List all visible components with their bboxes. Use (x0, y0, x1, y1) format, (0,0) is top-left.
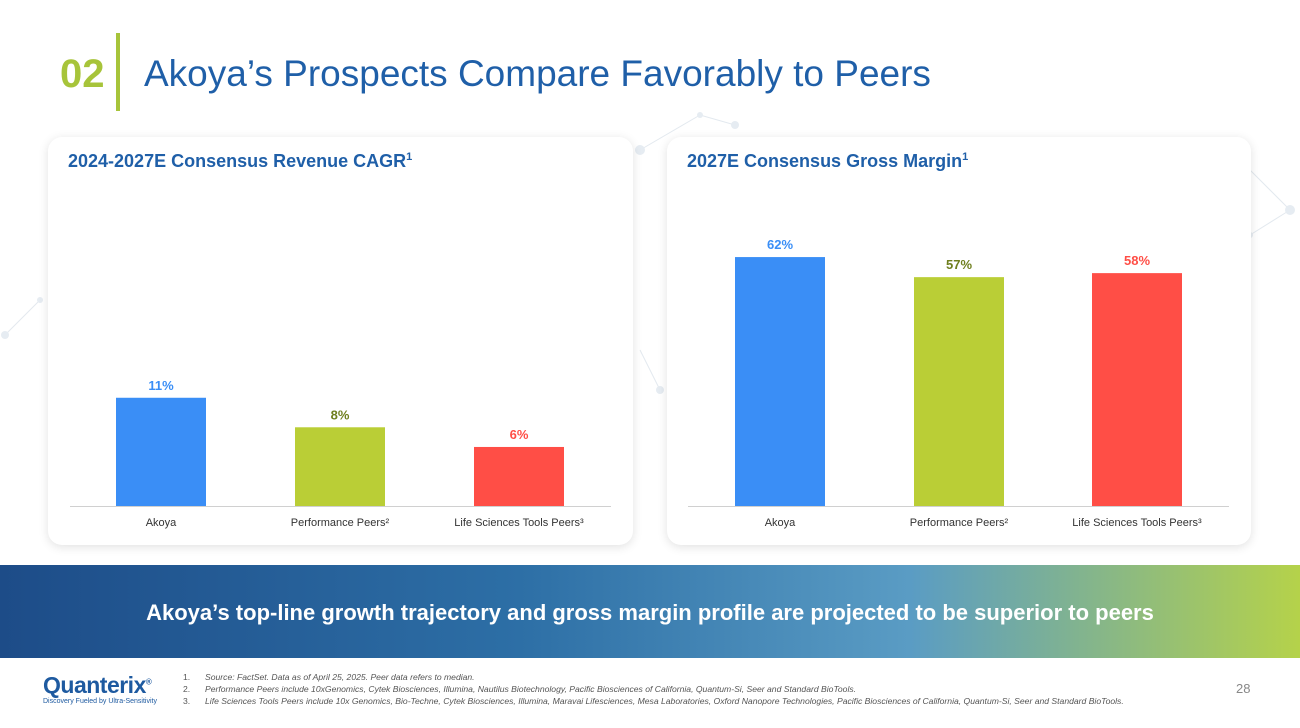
gross-margin-card: 2027E Consensus Gross Margin1 62% Akoya 57… (667, 137, 1251, 545)
page-number: 28 (1236, 681, 1251, 696)
footnote: 2. Performance Peers include 10xGenomics,… (183, 683, 1183, 695)
revenue-cagr-data-label-2: 8% (331, 407, 350, 422)
gross-margin-bar-2 (914, 277, 1004, 506)
gross-margin-data-label-2: 57% (946, 257, 972, 272)
gross-margin-category-label-1: Akoya (765, 517, 796, 529)
gross-margin-chart: 62% Akoya 57% Performance Peers² 58% Life Sci… (688, 237, 1229, 529)
revenue-cagr-category-label-3: Life Sciences Tools Peers³ (454, 517, 584, 529)
logo-tagline: Discovery Fueled by Ultra-Sensitivity (43, 698, 157, 705)
gross-margin-chart-title: 2027E Consensus Gross Margin1 (687, 151, 968, 172)
gross-margin-title-text: 2027E Consensus Gross Margin (687, 151, 963, 171)
page-title: Akoya’s Prospects Compare Favorably to P… (144, 53, 931, 94)
quanterix-logo: Quanterix® (43, 672, 152, 699)
footnotes: 1. Source: FactSet. Data as of April 25, … (183, 671, 1183, 707)
footnote-text: Source: FactSet. Data as of April 25, 20… (205, 672, 475, 682)
revenue-cagr-bar-1 (116, 397, 206, 506)
section-number: 02 (60, 52, 105, 96)
footnote-number: 2. (183, 684, 191, 694)
gross-margin-title-footnote: 1 (962, 151, 969, 163)
revenue-cagr-title-text: 2024-2027E Consensus Revenue CAGR (68, 151, 407, 171)
logo-name: Quanterix (43, 672, 146, 698)
gross-margin-category-label-3: Life Sciences Tools Peers³ (1072, 517, 1202, 529)
footnote-number: 1. (183, 672, 191, 682)
gross-margin-bar-1 (735, 257, 825, 506)
revenue-cagr-category-label-2: Performance Peers² (291, 517, 390, 529)
gross-margin-category-label-2: Performance Peers² (910, 517, 1009, 529)
revenue-cagr-data-label-3: 6% (510, 427, 529, 442)
footnote: 1. Source: FactSet. Data as of April 25, … (183, 671, 1183, 683)
gross-margin-bar-3 (1092, 273, 1182, 506)
revenue-cagr-bar-2 (295, 427, 385, 506)
footnote-number: 3. (183, 696, 191, 706)
summary-banner (0, 565, 1300, 658)
revenue-cagr-chart: 11% Akoya 8% Performance Peers² 6% Life Scien… (70, 378, 611, 529)
revenue-cagr-bar-3 (474, 446, 564, 506)
revenue-cagr-chart-title: 2024-2027E Consensus Revenue CAGR1 (68, 151, 412, 172)
revenue-cagr-title-footnote: 1 (406, 151, 413, 163)
footnote: 3. Life Sciences Tools Peers include 10x … (183, 695, 1183, 707)
revenue-cagr-data-label-1: 11% (148, 378, 174, 393)
revenue-cagr-card: 2024-2027E Consensus Revenue CAGR1 11% Ak… (48, 137, 633, 545)
logo-trademark: ® (145, 677, 152, 687)
summary-banner-text: Akoya’s top-line growth trajectory and g… (146, 600, 1154, 625)
gross-margin-data-label-3: 58% (1124, 253, 1150, 268)
footnote-text: Life Sciences Tools Peers include 10x Ge… (205, 696, 1124, 706)
revenue-cagr-category-label-1: Akoya (146, 517, 177, 529)
footnote-text: Performance Peers include 10xGenomics, C… (205, 684, 857, 694)
header-divider (116, 33, 120, 111)
gross-margin-data-label-1: 62% (767, 237, 793, 252)
